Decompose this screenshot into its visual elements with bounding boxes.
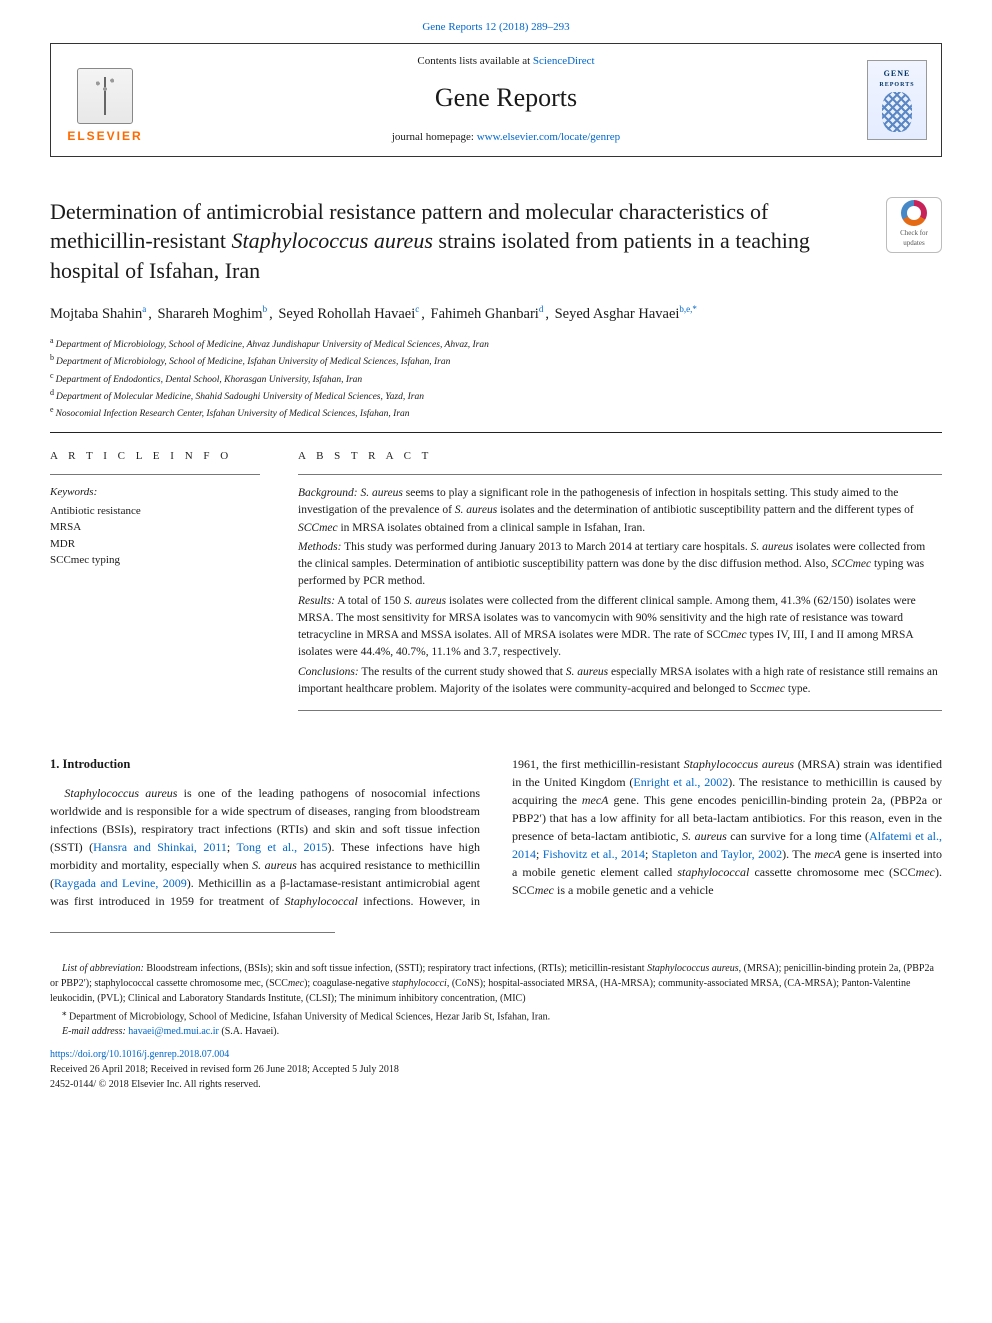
- check-updates-line2: updates: [903, 239, 924, 249]
- journal-cover-thumb: GENE REPORTS: [867, 60, 927, 140]
- affiliation: eNosocomial Infection Research Center, I…: [50, 404, 942, 421]
- article-title: Determination of antimicrobial resistanc…: [50, 197, 870, 286]
- affiliation: bDepartment of Microbiology, School of M…: [50, 352, 942, 369]
- journal-header: ELSEVIER Contents lists available at Sci…: [50, 43, 942, 156]
- abstract-col: A B S T R A C T Background: S. aureus se…: [298, 449, 942, 721]
- abstract-segment: Results: A total of 150 S. aureus isolat…: [298, 593, 942, 662]
- title-ital: Staphylococcus aureus: [231, 228, 432, 253]
- cover-dna-icon: [882, 92, 912, 132]
- doi-line: https://doi.org/10.1016/j.genrep.2018.07…: [50, 1047, 942, 1062]
- crossmark-icon: [901, 200, 927, 226]
- email-line: E-mail address: havaei@med.mui.ac.ir (S.…: [50, 1024, 942, 1039]
- running-head-link[interactable]: Gene Reports 12 (2018) 289–293: [422, 21, 569, 33]
- copyright-line: 2452-0144/ © 2018 Elsevier Inc. All righ…: [50, 1077, 942, 1092]
- article-info-col: A R T I C L E I N F O Keywords: Antibiot…: [50, 449, 260, 721]
- abbrev-label: List of abbreviation:: [62, 963, 144, 974]
- keyword: MRSA: [50, 519, 260, 536]
- abstract-text: The results of the current study showed …: [298, 666, 938, 695]
- rule-thin: [50, 474, 260, 475]
- homepage-link[interactable]: www.elsevier.com/locate/genrep: [477, 131, 620, 143]
- abstract-text: This study was performed during January …: [298, 541, 925, 588]
- author-name: Fahimeh Ghanbari: [431, 306, 539, 322]
- affiliation: aDepartment of Microbiology, School of M…: [50, 335, 942, 352]
- keyword: SCCmec typing: [50, 552, 260, 569]
- abstract-heading: A B S T R A C T: [298, 449, 942, 464]
- corr-text: Department of Microbiology, School of Me…: [69, 1011, 550, 1022]
- author-affil-sup[interactable]: c: [415, 305, 419, 315]
- contents-line: Contents lists available at ScienceDirec…: [145, 54, 867, 69]
- affiliation: cDepartment of Endodontics, Dental Schoo…: [50, 370, 942, 387]
- sciencedirect-link[interactable]: ScienceDirect: [533, 55, 595, 67]
- abstract-text: S. aureus seems to play a significant ro…: [298, 487, 914, 534]
- email-label: E-mail address:: [62, 1026, 126, 1037]
- doi-link[interactable]: https://doi.org/10.1016/j.genrep.2018.07…: [50, 1049, 229, 1060]
- article-info-heading: A R T I C L E I N F O: [50, 449, 260, 464]
- affiliation: dDepartment of Molecular Medicine, Shahi…: [50, 387, 942, 404]
- contents-prefix: Contents lists available at: [417, 55, 532, 67]
- abstract-segment: Background: S. aureus seems to play a si…: [298, 485, 942, 537]
- author: Mojtaba Shahina: [50, 306, 146, 322]
- keyword: MDR: [50, 536, 260, 553]
- corresponding-author: ⁎ Department of Microbiology, School of …: [50, 1006, 942, 1024]
- email-link[interactable]: havaei@med.mui.ac.ir: [128, 1026, 219, 1037]
- body-columns: 1. Introduction Staphylococcus aureus is…: [50, 755, 942, 910]
- cover-subtitle: REPORTS: [879, 81, 914, 89]
- check-updates-line1: Check for: [900, 229, 928, 239]
- author-affil-sup[interactable]: b,e,*: [679, 305, 697, 315]
- author: Seyed Asghar Havaeib,e,*: [555, 306, 697, 322]
- author: Seyed Rohollah Havaeic: [278, 306, 419, 322]
- elsevier-tree-icon: [77, 68, 133, 124]
- abstract-segment: Conclusions: The results of the current …: [298, 664, 942, 699]
- author-name: Sharareh Moghim: [157, 306, 262, 322]
- abstract-body: Background: S. aureus seems to play a si…: [298, 485, 942, 698]
- author: Sharareh Moghimb: [157, 306, 267, 322]
- abbreviations: List of abbreviation: Bloodstream infect…: [50, 961, 942, 1006]
- author: Fahimeh Ghanbarid: [431, 306, 544, 322]
- received-line: Received 26 April 2018; Received in revi…: [50, 1062, 942, 1077]
- email-name: (S.A. Havaei).: [219, 1026, 279, 1037]
- homepage-prefix: journal homepage:: [392, 131, 477, 143]
- check-updates-badge[interactable]: Check for updates: [886, 197, 942, 253]
- author-name: Seyed Asghar Havaei: [555, 306, 680, 322]
- elsevier-wordmark: ELSEVIER: [67, 128, 142, 145]
- keyword: Antibiotic resistance: [50, 503, 260, 520]
- author-affil-sup[interactable]: d: [539, 305, 544, 315]
- author-affil-sup[interactable]: a: [142, 305, 146, 315]
- authors-line: Mojtaba Shahina, Sharareh Moghimb, Seyed…: [50, 304, 942, 325]
- homepage-line: journal homepage: www.elsevier.com/locat…: [145, 130, 867, 145]
- title-row: Determination of antimicrobial resistanc…: [50, 197, 942, 286]
- journal-name: Gene Reports: [145, 80, 867, 116]
- header-center: Contents lists available at ScienceDirec…: [145, 54, 867, 145]
- footnote-rule: [50, 932, 335, 933]
- keywords-list: Antibiotic resistance MRSA MDR SCCmec ty…: [50, 503, 260, 569]
- abstract-text: A total of 150 S. aureus isolates were c…: [298, 595, 916, 659]
- cover-title: GENE: [884, 68, 911, 79]
- affiliations: aDepartment of Microbiology, School of M…: [50, 335, 942, 422]
- keywords-label: Keywords:: [50, 485, 260, 500]
- rule-thin: [298, 474, 942, 475]
- abstract-segment: Methods: This study was performed during…: [298, 539, 942, 591]
- section-heading: 1. Introduction: [50, 755, 480, 774]
- author-name: Seyed Rohollah Havaei: [278, 306, 415, 322]
- author-affil-sup[interactable]: b: [263, 305, 268, 315]
- info-abstract-row: A R T I C L E I N F O Keywords: Antibiot…: [50, 449, 942, 721]
- rule-thin: [298, 710, 942, 711]
- footer-block: List of abbreviation: Bloodstream infect…: [50, 961, 942, 1092]
- rule: [50, 432, 942, 433]
- elsevier-logo: ELSEVIER: [65, 55, 145, 145]
- intro-paragraph: Staphylococcus aureus is one of the lead…: [50, 755, 942, 910]
- running-head: Gene Reports 12 (2018) 289–293: [50, 20, 942, 35]
- abbrev-body: Bloodstream infections, (BSIs); skin and…: [50, 963, 934, 1004]
- author-name: Mojtaba Shahin: [50, 306, 142, 322]
